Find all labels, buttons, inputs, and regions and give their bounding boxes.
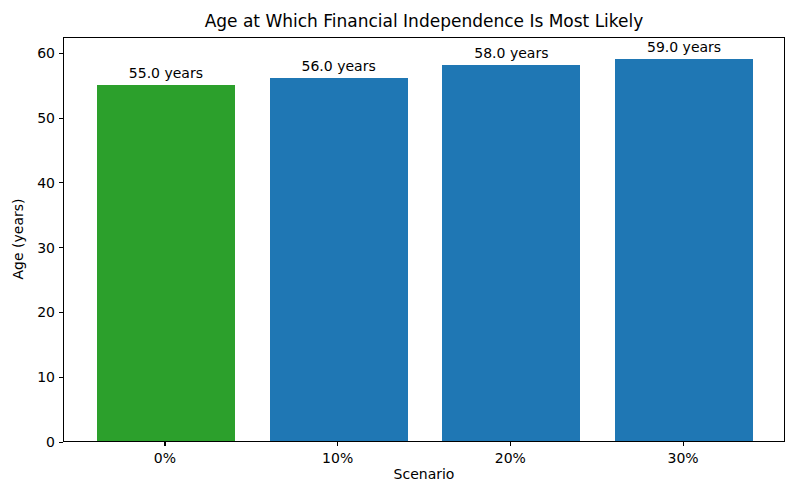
- bar-value-label: 59.0 years: [647, 39, 721, 55]
- x-tick-mark: [337, 442, 338, 446]
- bar: [442, 65, 580, 441]
- y-tick-label: 40: [0, 175, 55, 191]
- bar-value-label: 58.0 years: [474, 45, 548, 61]
- bar-value-label: 56.0 years: [302, 58, 376, 74]
- x-tick-mark: [683, 442, 684, 446]
- y-tick-mark: [59, 118, 63, 119]
- chart-title: Age at Which Financial Independence Is M…: [63, 11, 785, 31]
- y-tick-label: 60: [0, 45, 55, 61]
- bar-value-label: 55.0 years: [129, 65, 203, 81]
- bar: [97, 85, 235, 441]
- x-tick-label: 30%: [668, 450, 699, 466]
- y-tick-label: 10: [0, 369, 55, 385]
- y-tick-label: 0: [0, 434, 55, 450]
- y-tick-mark: [59, 442, 63, 443]
- y-tick-label: 20: [0, 304, 55, 320]
- y-tick-mark: [59, 53, 63, 54]
- x-tick-mark: [510, 442, 511, 446]
- x-tick-label: 0%: [154, 450, 176, 466]
- y-tick-label: 50: [0, 110, 55, 126]
- bar: [615, 59, 753, 441]
- x-tick-mark: [164, 442, 165, 446]
- bar-chart-figure: Age at Which Financial Independence Is M…: [0, 0, 800, 500]
- x-tick-label: 10%: [322, 450, 353, 466]
- y-tick-mark: [59, 312, 63, 313]
- y-tick-mark: [59, 377, 63, 378]
- y-tick-mark: [59, 247, 63, 248]
- x-axis-label: Scenario: [63, 466, 785, 482]
- bar: [270, 78, 408, 441]
- y-tick-label: 30: [0, 240, 55, 256]
- y-tick-mark: [59, 182, 63, 183]
- plot-area: 55.0 years 56.0 years 58.0 years 59.0 years: [63, 37, 785, 442]
- x-tick-label: 20%: [495, 450, 526, 466]
